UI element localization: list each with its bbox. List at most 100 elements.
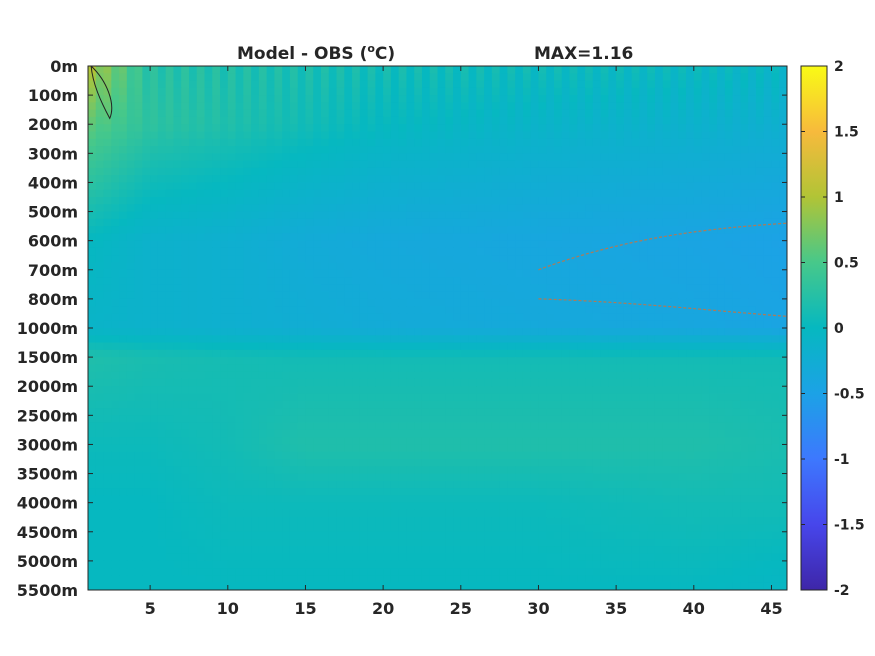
heatmap-cell bbox=[421, 269, 431, 278]
heatmap-cell bbox=[165, 466, 175, 475]
heatmap-cell bbox=[421, 182, 431, 191]
heatmap-cell bbox=[134, 269, 143, 278]
heatmap-cell bbox=[313, 262, 322, 271]
heatmap-cell bbox=[484, 109, 493, 118]
heatmap-cell bbox=[717, 342, 726, 351]
heatmap-cell bbox=[390, 197, 400, 205]
heatmap-cell bbox=[142, 378, 151, 387]
heatmap-cell bbox=[181, 451, 190, 460]
heatmap-cell bbox=[592, 378, 602, 387]
heatmap-cell bbox=[212, 240, 221, 249]
heatmap-cell bbox=[484, 386, 493, 395]
heatmap-cell bbox=[274, 153, 283, 162]
heatmap-cell bbox=[647, 124, 656, 133]
heatmap-cell bbox=[577, 444, 586, 453]
heatmap-cell bbox=[119, 415, 128, 424]
heatmap-cell bbox=[266, 349, 275, 358]
heatmap-cell bbox=[95, 277, 105, 285]
heatmap-cell bbox=[561, 357, 571, 365]
heatmap-cell bbox=[647, 444, 656, 453]
heatmap-cell bbox=[429, 95, 439, 103]
heatmap-cell bbox=[111, 153, 120, 162]
heatmap-cell bbox=[717, 306, 726, 315]
heatmap-cell bbox=[142, 400, 151, 409]
heatmap-cell bbox=[142, 364, 151, 373]
heatmap-cell bbox=[600, 451, 609, 460]
heatmap-cell bbox=[554, 371, 563, 380]
heatmap-cell bbox=[134, 451, 143, 460]
heatmap-cell bbox=[328, 437, 338, 446]
heatmap-cell bbox=[453, 386, 462, 395]
heatmap-cell bbox=[344, 298, 353, 307]
heatmap-cell bbox=[771, 182, 780, 191]
heatmap-cell bbox=[88, 80, 97, 89]
heatmap-cell bbox=[142, 451, 151, 460]
heatmap-cell bbox=[647, 378, 656, 387]
heatmap-cell bbox=[662, 124, 672, 133]
heatmap-cell bbox=[251, 393, 260, 402]
heatmap-cell bbox=[499, 298, 508, 307]
heatmap-cell bbox=[150, 66, 159, 74]
heatmap-cell bbox=[577, 167, 586, 176]
heatmap-cell bbox=[212, 87, 221, 96]
heatmap-cell bbox=[530, 328, 540, 336]
heatmap-cell bbox=[103, 444, 112, 453]
heatmap-cell bbox=[328, 211, 338, 220]
heatmap-cell bbox=[274, 226, 283, 234]
heatmap-cell bbox=[359, 197, 369, 205]
heatmap-cell bbox=[251, 116, 260, 125]
heatmap-cell bbox=[616, 284, 625, 293]
heatmap-cell bbox=[274, 240, 283, 249]
heatmap-cell bbox=[282, 204, 291, 213]
heatmap-cell bbox=[468, 247, 477, 256]
heatmap-cell bbox=[538, 95, 547, 103]
heatmap-cell bbox=[530, 291, 540, 300]
heatmap-cell bbox=[460, 218, 470, 227]
heatmap-cell bbox=[251, 189, 260, 198]
heatmap-cell bbox=[530, 320, 540, 329]
heatmap-cell bbox=[235, 102, 244, 111]
heatmap-cell bbox=[305, 189, 314, 198]
heatmap-cell bbox=[103, 371, 112, 380]
heatmap-cell bbox=[507, 386, 516, 395]
heatmap-cell bbox=[398, 437, 408, 446]
heatmap-cell bbox=[538, 328, 547, 336]
heatmap-cell bbox=[119, 240, 128, 249]
heatmap-cell bbox=[577, 269, 586, 278]
heatmap-cell bbox=[390, 226, 400, 234]
heatmap-cell bbox=[639, 313, 648, 322]
heatmap-cell bbox=[251, 444, 260, 453]
heatmap-cell bbox=[119, 109, 128, 118]
heatmap-cell bbox=[173, 408, 182, 416]
heatmap-cell bbox=[103, 459, 112, 467]
heatmap-cell bbox=[414, 437, 423, 446]
heatmap-cell bbox=[321, 429, 330, 438]
heatmap-cell bbox=[476, 226, 485, 234]
heatmap-cell bbox=[188, 306, 198, 315]
heatmap-cell bbox=[328, 102, 338, 111]
heatmap-cell bbox=[748, 211, 757, 220]
heatmap-cell bbox=[623, 306, 633, 315]
heatmap-cell bbox=[227, 284, 237, 293]
heatmap-cell bbox=[577, 371, 586, 380]
heatmap-cell bbox=[375, 335, 384, 344]
heatmap-cell bbox=[546, 408, 555, 416]
heatmap-cell bbox=[709, 451, 718, 460]
heatmap-cell bbox=[95, 218, 105, 227]
heatmap-cell bbox=[538, 109, 547, 118]
heatmap-cell bbox=[328, 95, 338, 103]
heatmap-cell bbox=[157, 357, 167, 365]
heatmap-cell bbox=[336, 415, 345, 424]
heatmap-cell bbox=[344, 197, 353, 205]
heatmap-cell bbox=[204, 306, 213, 315]
heatmap-cell bbox=[157, 218, 167, 227]
heatmap-cell bbox=[266, 197, 275, 205]
heatmap-cell bbox=[157, 393, 167, 402]
heatmap-cell bbox=[227, 313, 237, 322]
heatmap-cell bbox=[289, 153, 299, 162]
heatmap-cell bbox=[616, 73, 625, 82]
heatmap-cell bbox=[662, 226, 672, 234]
heatmap-cell bbox=[406, 66, 415, 74]
heatmap-cell bbox=[111, 182, 120, 191]
heatmap-cell bbox=[616, 138, 625, 147]
